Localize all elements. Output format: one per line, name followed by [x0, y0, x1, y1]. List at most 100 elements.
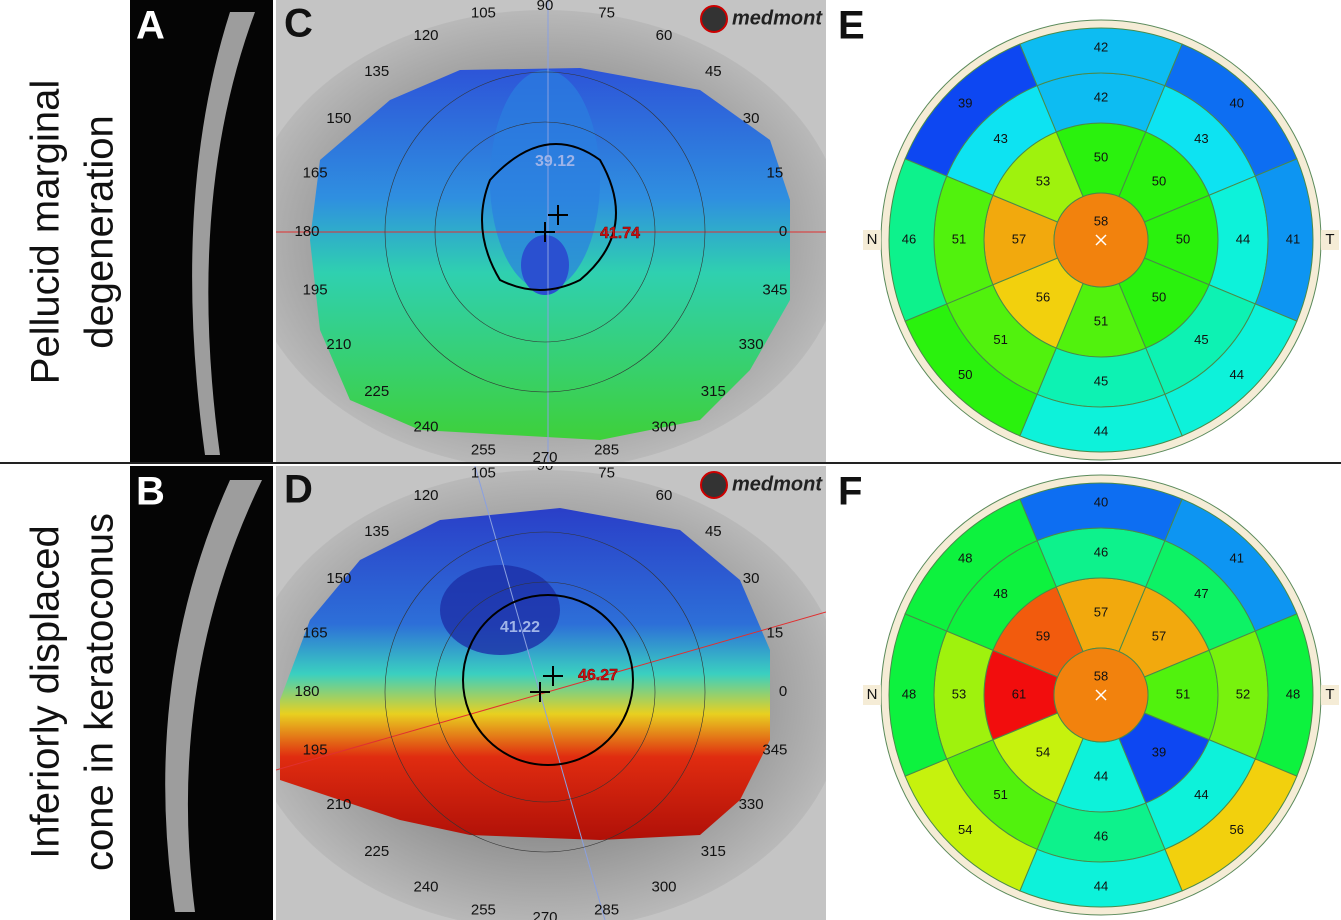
angle-label: 255 — [471, 901, 496, 918]
thickness-value: 51 — [1176, 686, 1190, 701]
thickness-value: 46 — [902, 231, 916, 246]
thickness-value: 44 — [1094, 423, 1108, 438]
sector — [1164, 758, 1298, 892]
angle-label: 225 — [364, 383, 389, 400]
angle-label: 225 — [364, 843, 389, 860]
angle-label: 15 — [767, 164, 784, 181]
angle-label: 0 — [779, 223, 787, 240]
thickness-value: 50 — [1094, 149, 1108, 164]
angle-label: 345 — [762, 741, 787, 758]
steep-k: 41.74 — [600, 225, 640, 242]
thickness-value: 43 — [993, 131, 1007, 146]
center-mark — [1095, 689, 1107, 701]
side-box — [1321, 230, 1339, 250]
thickness-value: 42 — [1094, 39, 1108, 54]
sector — [888, 613, 948, 777]
side-box — [863, 230, 881, 250]
thickness-value: 52 — [1236, 686, 1250, 701]
nasal-label: N — [867, 231, 878, 248]
brand: medmont — [732, 473, 823, 495]
thickness-value: 43 — [1194, 131, 1208, 146]
angle-label: 240 — [413, 879, 438, 896]
angle-label: 15 — [767, 624, 784, 641]
thickness-value: 54 — [958, 822, 972, 837]
thickness-value: 57 — [1012, 231, 1026, 246]
flat-k: 39.12 — [535, 153, 575, 170]
thickness-value: 48 — [902, 686, 916, 701]
angle-label: 330 — [739, 796, 764, 813]
thickness-value: 51 — [952, 231, 966, 246]
angle-label: 30 — [743, 570, 760, 587]
row-label-line: cone in keratoconus — [78, 513, 122, 871]
thickness-value: 51 — [1094, 313, 1108, 328]
thickness-value: 44 — [1094, 878, 1108, 893]
angle-label: 180 — [294, 223, 319, 240]
brand: medmont — [732, 7, 823, 29]
angle-label: 135 — [364, 523, 389, 540]
thickness-value: 53 — [952, 686, 966, 701]
angle-label: 330 — [739, 336, 764, 353]
thickness-value: 48 — [958, 551, 972, 566]
panel-letter: D — [284, 468, 313, 512]
angle-label: 270 — [532, 909, 557, 920]
angle-label: 120 — [413, 27, 438, 44]
angle-label: 180 — [294, 683, 319, 700]
row-label-line: Pellucid marginal — [24, 80, 68, 385]
angle-label: 75 — [598, 5, 615, 22]
row-label: Pellucid marginal degeneration Inferiorl… — [24, 80, 122, 871]
angle-label: 165 — [303, 164, 328, 181]
thickness-value: 44 — [1194, 787, 1208, 802]
sector — [904, 303, 1038, 437]
angle-label: 210 — [326, 796, 351, 813]
thickness-value: 44 — [1094, 768, 1108, 783]
thickness-value: 45 — [1094, 373, 1108, 388]
angle-label: 300 — [651, 879, 676, 896]
flat-k: 41.22 — [500, 619, 540, 636]
angle-label: 240 — [413, 419, 438, 436]
angle-label: 75 — [598, 465, 615, 482]
row-label-line: degeneration — [78, 115, 122, 349]
angle-label: 285 — [594, 441, 619, 458]
angle-label: 45 — [705, 523, 722, 540]
angle-label: 105 — [471, 5, 496, 22]
angle-label: 60 — [656, 487, 673, 504]
thickness-value: 58 — [1094, 213, 1108, 228]
angle-label: 150 — [326, 570, 351, 587]
center-mark — [1095, 234, 1107, 246]
angle-label: 195 — [303, 741, 328, 758]
angle-label: 135 — [364, 63, 389, 80]
thickness-value: 56 — [1036, 289, 1050, 304]
angle-label: 255 — [471, 441, 496, 458]
topography-map — [276, 0, 826, 462]
panel-letter: F — [838, 470, 862, 514]
panel-letter: C — [284, 2, 313, 46]
angle-label: 270 — [532, 449, 557, 466]
sector — [1164, 303, 1298, 437]
thickness-value: 40 — [1230, 96, 1244, 111]
cornea — [165, 480, 262, 912]
angle-label: 210 — [326, 336, 351, 353]
sector — [1019, 848, 1183, 908]
angle-label: 195 — [303, 281, 328, 298]
thickness-value: 48 — [993, 586, 1007, 601]
oct-image — [130, 466, 273, 920]
thickness-value: 51 — [993, 787, 1007, 802]
angle-label: 45 — [705, 63, 722, 80]
thickness-value: 47 — [1194, 586, 1208, 601]
thickness-value: 51 — [993, 332, 1007, 347]
thickness-value: 61 — [1012, 686, 1026, 701]
angle-label: 30 — [743, 110, 760, 127]
angle-label: 150 — [326, 110, 351, 127]
row-label-line: Inferiorly displaced — [24, 525, 68, 859]
thickness-value: 42 — [1094, 89, 1108, 104]
angle-label: 105 — [471, 465, 496, 482]
nasal-label: N — [867, 686, 878, 703]
thickness-value: 44 — [1230, 367, 1244, 382]
sector — [904, 43, 1038, 177]
logo-icon — [700, 5, 728, 33]
thickness-value: 41 — [1286, 231, 1300, 246]
angle-label: 0 — [779, 683, 787, 700]
sector — [1164, 498, 1298, 632]
thickness-value: 39 — [1152, 744, 1166, 759]
panel-letter: E — [838, 4, 865, 48]
